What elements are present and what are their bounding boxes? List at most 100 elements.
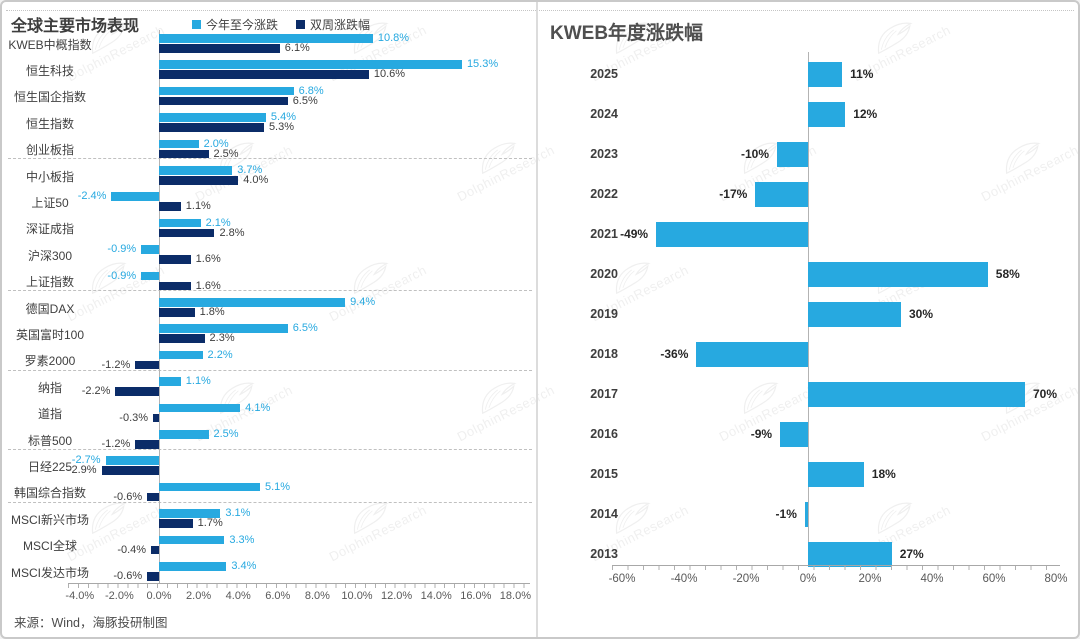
annual-bar xyxy=(808,382,1025,407)
biweekly-bar xyxy=(153,413,159,423)
ytd-bar xyxy=(159,430,209,439)
market-category-label: 创业板指 xyxy=(25,143,74,158)
group-separator xyxy=(8,501,532,503)
biweekly-value-label: 6.5% xyxy=(292,94,318,107)
x-axis-tick-label: -20% xyxy=(732,573,760,585)
year-label: 2020 xyxy=(590,266,618,281)
biweekly-bar xyxy=(159,96,288,106)
group-separator xyxy=(8,158,532,160)
market-category-label: 罗素2000 xyxy=(24,354,76,369)
ytd-value-label: -0.9% xyxy=(107,243,137,256)
ytd-bar xyxy=(159,350,203,360)
year-label: 2022 xyxy=(590,186,618,201)
market-category-label: MSCI发达市场 xyxy=(10,565,89,580)
annual-bar xyxy=(808,102,846,127)
biweekly-value-label: -1.2% xyxy=(101,358,131,371)
annual-bar xyxy=(804,502,808,527)
biweekly-bar xyxy=(159,149,209,159)
biweekly-value-label: -0.6% xyxy=(113,490,143,503)
market-category-label: 标普500 xyxy=(27,433,73,448)
annual-bar xyxy=(780,422,808,447)
ytd-value-label: 3.7% xyxy=(237,164,263,176)
x-axis xyxy=(612,565,1060,570)
biweekly-bar xyxy=(159,176,239,185)
ytd-bar xyxy=(159,482,260,492)
panel-divider xyxy=(536,2,538,637)
annual-value-label: -10% xyxy=(740,146,769,161)
biweekly-value-label: -1.2% xyxy=(101,438,131,450)
annual-value-label: -17% xyxy=(719,186,748,201)
x-axis-tick-label: 4.0% xyxy=(225,590,251,602)
legend-item-ytd: 今年至今涨跌 xyxy=(192,16,278,33)
biweekly-bar xyxy=(159,202,181,211)
ytd-value-label: 6.5% xyxy=(292,322,318,335)
biweekly-value-label: 5.3% xyxy=(268,121,295,134)
x-axis-tick-label: -4.0% xyxy=(65,590,95,602)
biweekly-value-label: -0.6% xyxy=(113,570,143,582)
annual-bar xyxy=(808,542,892,567)
ytd-bar xyxy=(159,509,221,518)
biweekly-bar xyxy=(147,572,159,581)
biweekly-bar xyxy=(159,44,280,53)
x-axis-tick-label: 10.0% xyxy=(341,590,373,602)
annual-value-label: 58% xyxy=(995,266,1020,281)
ytd-value-label: -0.9% xyxy=(107,269,137,282)
ytd-value-label: 3.1% xyxy=(225,507,251,520)
biweekly-bar xyxy=(159,308,195,317)
x-axis-tick-label: 12.0% xyxy=(380,590,413,602)
ytd-bar xyxy=(159,535,225,545)
biweekly-value-label: 1.6% xyxy=(195,253,221,266)
biweekly-bar xyxy=(159,519,193,528)
x-axis-tick-label: 0% xyxy=(799,573,817,585)
biweekly-bar xyxy=(159,228,215,238)
market-category-label: 道指 xyxy=(37,407,62,422)
annual-value-label: 18% xyxy=(871,466,896,481)
year-label: 2017 xyxy=(590,386,618,401)
biweekly-bar xyxy=(151,545,159,555)
x-axis-tick-label: 60% xyxy=(982,573,1006,585)
market-category-label: 恒生科技 xyxy=(25,63,74,78)
ytd-value-label: 10.8% xyxy=(377,32,410,44)
x-axis-tick-label: 8.0% xyxy=(304,590,330,602)
ytd-bar xyxy=(159,403,241,413)
biweekly-value-label: 6.1% xyxy=(284,42,310,54)
annual-bar xyxy=(808,62,843,87)
group-separator xyxy=(8,448,532,450)
year-label: 2025 xyxy=(590,66,618,81)
ytd-value-label: -2.7% xyxy=(71,454,101,467)
x-axis-tick-label: 18.0% xyxy=(499,590,531,602)
x-axis-tick-label: 2.0% xyxy=(186,590,212,602)
ytd-bar xyxy=(159,86,294,96)
biweekly-value-label: 2.3% xyxy=(209,332,235,345)
biweekly-bar xyxy=(159,255,191,264)
biweekly-value-label: 2.5% xyxy=(213,147,239,160)
ytd-bar xyxy=(159,60,462,69)
ytd-value-label: 3.3% xyxy=(229,533,255,546)
annual-value-label: -36% xyxy=(660,346,689,361)
market-category-label: 中小板指 xyxy=(25,169,74,184)
biweekly-legend-swatch-icon xyxy=(296,20,306,29)
market-category-label: 恒生指数 xyxy=(25,116,74,131)
market-category-label: 恒生国企指数 xyxy=(13,90,86,105)
x-axis xyxy=(68,583,530,588)
x-axis-tick-label: 40% xyxy=(920,573,944,585)
annual-value-label: 11% xyxy=(850,66,874,81)
x-axis-tick-label: -60% xyxy=(608,573,636,585)
ytd-legend-swatch-icon xyxy=(192,20,201,29)
ytd-bar xyxy=(159,139,199,149)
annual-value-label: 70% xyxy=(1033,386,1058,401)
biweekly-bar xyxy=(115,387,159,396)
year-label: 2015 xyxy=(590,466,618,481)
biweekly-value-label: -0.4% xyxy=(117,543,147,556)
biweekly-bar xyxy=(159,334,205,343)
annual-value-label: 27% xyxy=(899,546,924,561)
annual-bar xyxy=(696,342,808,367)
ytd-bar xyxy=(159,298,346,307)
biweekly-value-label: -2.9% xyxy=(67,464,97,477)
annual-value-label: 30% xyxy=(909,306,934,321)
ytd-value-label: 2.2% xyxy=(207,348,233,361)
zero-axis-line xyxy=(159,30,160,583)
year-label: 2024 xyxy=(590,106,618,121)
annual-value-label: -9% xyxy=(750,426,773,441)
